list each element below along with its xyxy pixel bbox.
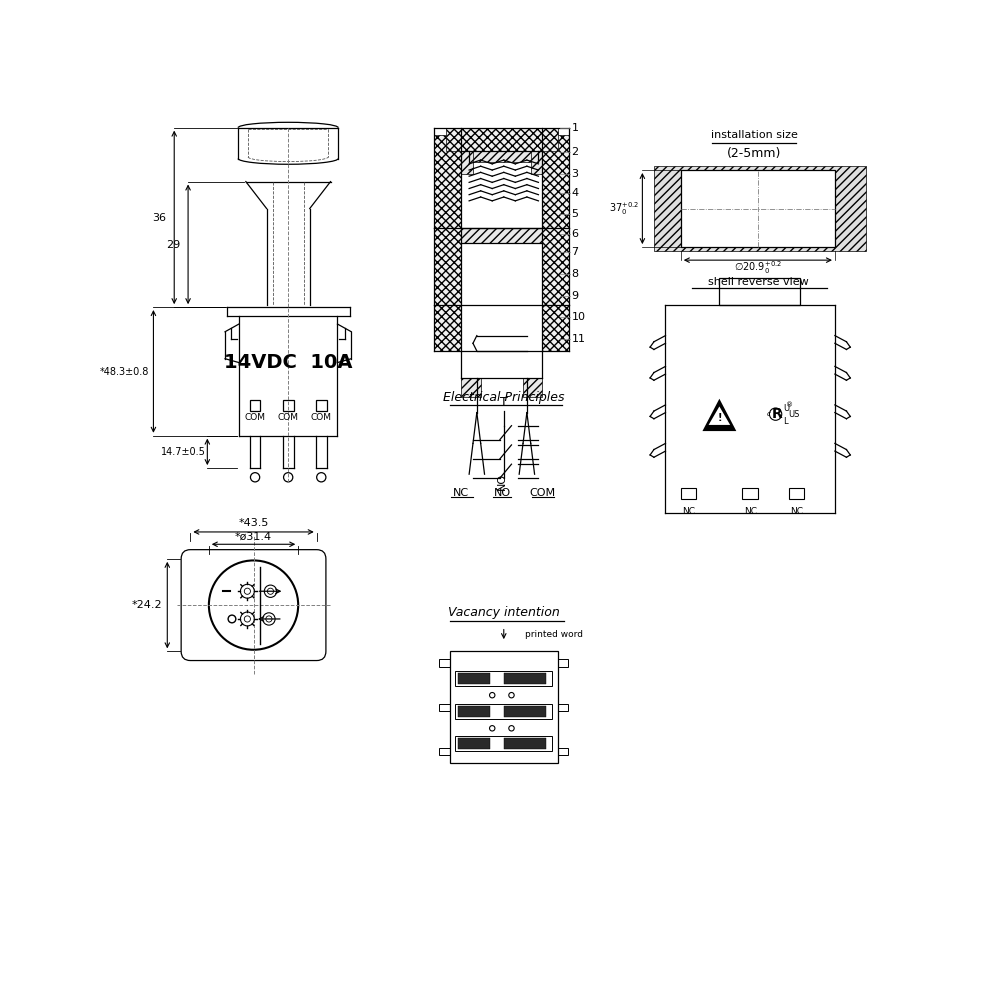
Text: NC: NC xyxy=(453,488,469,498)
Bar xyxy=(504,706,547,717)
Bar xyxy=(461,151,473,174)
Text: 14.7±0.5: 14.7±0.5 xyxy=(161,447,205,457)
Text: US: US xyxy=(789,410,801,419)
Text: Electrical Principles: Electrical Principles xyxy=(443,391,564,404)
Bar xyxy=(469,151,539,162)
Text: NC: NC xyxy=(744,507,757,516)
Text: Vacancy intention: Vacancy intention xyxy=(448,606,559,619)
Text: COM: COM xyxy=(529,488,556,498)
Text: $_c$: $_c$ xyxy=(766,409,772,419)
Bar xyxy=(654,166,866,251)
Text: 1: 1 xyxy=(571,123,578,133)
Bar xyxy=(455,704,553,719)
Bar xyxy=(439,748,450,755)
Polygon shape xyxy=(702,399,736,431)
Text: 4: 4 xyxy=(571,188,578,198)
Text: 10: 10 xyxy=(571,312,585,322)
Text: COM: COM xyxy=(310,413,331,422)
Bar xyxy=(719,278,801,305)
Text: shell reverse view: shell reverse view xyxy=(707,277,808,287)
Bar xyxy=(504,673,547,684)
Bar xyxy=(439,704,450,711)
Text: COM: COM xyxy=(278,413,299,422)
Bar xyxy=(543,305,569,351)
Bar xyxy=(681,170,835,247)
Text: NO: NO xyxy=(494,488,511,498)
Text: $\varnothing20.9^{+0.2}_{0}$: $\varnothing20.9^{+0.2}_{0}$ xyxy=(734,259,782,276)
Text: !: ! xyxy=(717,413,721,423)
Text: installation size: installation size xyxy=(710,130,798,140)
Text: *43.5: *43.5 xyxy=(238,518,269,528)
Text: 6: 6 xyxy=(571,229,578,239)
Bar xyxy=(531,151,543,174)
Text: *24.2: *24.2 xyxy=(132,600,163,610)
Text: 14VDC  10A: 14VDC 10A xyxy=(224,353,352,372)
Text: *ø31.4: *ø31.4 xyxy=(235,532,272,542)
Bar xyxy=(450,651,558,763)
Bar xyxy=(455,736,553,751)
Text: 8: 8 xyxy=(571,269,578,279)
Text: NO: NO xyxy=(496,472,507,490)
Bar xyxy=(283,400,294,411)
Bar xyxy=(543,135,569,228)
Bar xyxy=(457,738,490,749)
Text: R: R xyxy=(772,407,783,421)
Text: NC: NC xyxy=(790,507,803,516)
Bar xyxy=(315,400,326,411)
Text: $37^{+0.2}_{0}$: $37^{+0.2}_{0}$ xyxy=(608,200,639,217)
Bar xyxy=(439,659,450,667)
Text: 3: 3 xyxy=(571,169,578,179)
Text: 11: 11 xyxy=(571,334,585,344)
Bar xyxy=(434,228,461,305)
Text: 29: 29 xyxy=(166,240,181,250)
Text: 2: 2 xyxy=(571,147,578,157)
Bar xyxy=(558,704,568,711)
Bar xyxy=(461,378,481,397)
Text: T: T xyxy=(500,396,508,409)
Bar xyxy=(446,128,558,151)
Bar xyxy=(504,738,547,749)
Bar xyxy=(434,305,461,351)
Bar xyxy=(457,706,490,717)
Bar xyxy=(523,378,543,397)
Bar xyxy=(558,748,568,755)
Text: 36: 36 xyxy=(153,213,167,223)
Bar xyxy=(742,488,758,499)
Bar xyxy=(457,673,490,684)
Text: printed word: printed word xyxy=(526,630,583,639)
Bar xyxy=(543,228,569,305)
Text: L: L xyxy=(784,417,788,426)
Text: NC: NC xyxy=(682,507,695,516)
Bar xyxy=(461,228,543,243)
Text: COM: COM xyxy=(245,413,266,422)
Bar xyxy=(434,135,461,228)
Bar xyxy=(250,400,261,411)
Text: *48.3±0.8: *48.3±0.8 xyxy=(100,367,150,377)
Text: ®: ® xyxy=(786,402,793,408)
Bar xyxy=(681,488,696,499)
Polygon shape xyxy=(708,406,730,425)
Text: 9: 9 xyxy=(571,291,578,301)
Text: 7: 7 xyxy=(571,247,578,257)
Text: (2-5mm): (2-5mm) xyxy=(727,147,782,160)
Text: U: U xyxy=(784,404,790,413)
Bar xyxy=(789,488,805,499)
Text: 5: 5 xyxy=(571,209,578,219)
Bar xyxy=(558,659,568,667)
Bar xyxy=(455,671,553,686)
